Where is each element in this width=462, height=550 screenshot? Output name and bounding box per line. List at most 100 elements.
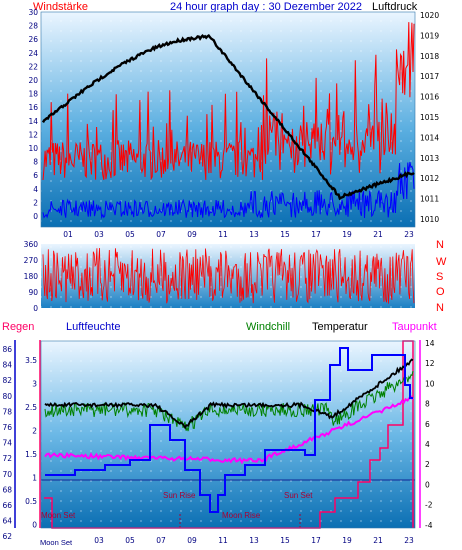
hour-tick-label: 21 — [373, 230, 383, 239]
humidity-tick-label: 78 — [2, 407, 12, 416]
hour-tick-label: 05 — [125, 230, 135, 239]
wind-tick-label: 10 — [28, 144, 38, 153]
temperatur-label: Temperatur — [312, 321, 368, 333]
hour-tick-label: 13 — [249, 230, 259, 239]
temperature-tick-label: 8 — [425, 400, 430, 409]
wind-tick-label: 22 — [28, 62, 38, 71]
pressure-tick-label: 1010 — [420, 215, 439, 224]
compass-n-bottom: N — [436, 302, 444, 314]
regen-label: Regen — [2, 321, 35, 333]
sun-set-annotation: Sun Set — [284, 491, 313, 500]
hour-tick-label: 05 — [125, 536, 135, 545]
humidity-tick-label: 72 — [2, 454, 12, 463]
hour-tick-label: 17 — [311, 230, 321, 239]
pressure-series — [41, 33, 415, 201]
pressure-tick-label: 1013 — [420, 154, 439, 163]
pressure-tick-label: 1014 — [420, 133, 439, 142]
humidity-tick-label: 68 — [2, 485, 12, 494]
wind-tick-label: 20 — [28, 76, 38, 85]
hour-tick-label: 01 — [63, 230, 73, 239]
direction-tick-label: 180 — [24, 272, 39, 281]
sun-rise-annotation: Sun Rise — [163, 491, 196, 500]
direction-tick-label: 0 — [33, 304, 38, 313]
hour-tick-label: 15 — [280, 230, 290, 239]
moon-rise-annotation: Moon Rise — [222, 511, 261, 520]
humidity-tick-label: 86 — [2, 345, 12, 354]
rain-tick-label: 0.5 — [25, 497, 37, 506]
pressure-tick-label: 1016 — [420, 93, 439, 102]
wind-tick-label: 14 — [28, 117, 38, 126]
compass-s: S — [436, 271, 444, 283]
taupunkt-label: Taupunkt — [392, 321, 437, 333]
temperature-tick-label: 0 — [425, 480, 430, 489]
temperature-tick-label: 4 — [425, 440, 430, 449]
rain-tick-label: 1.5 — [25, 450, 37, 459]
temperature-series — [44, 358, 414, 430]
hour-tick-label: 15 — [280, 536, 290, 545]
humidity-tick-label: 80 — [2, 392, 12, 401]
hour-tick-label: 23 — [404, 536, 414, 545]
temperature-tick-label: 12 — [425, 359, 435, 368]
hour-tick-label: 19 — [342, 230, 352, 239]
wind-tick-label: 30 — [28, 8, 38, 17]
rain-tick-label: 2 — [32, 427, 37, 436]
wind-tick-label: 12 — [28, 130, 38, 139]
direction-tick-label: 360 — [24, 240, 39, 249]
direction-tick-label: 90 — [28, 288, 38, 297]
wind-tick-label: 26 — [28, 35, 38, 44]
hour-tick-label: 11 — [218, 536, 228, 545]
climate-chart: 3.5 3 2.5 2 1.5 1 0.5 0 86 84 82 80 78 76 74 72 70 68 66 6… — [0, 330, 462, 550]
wind-tick-label: 4 — [33, 185, 38, 194]
hour-tick-label: 07 — [156, 230, 166, 239]
hour-tick-label: 11 — [218, 230, 228, 239]
wind-avg-series — [42, 161, 415, 220]
windchill-label: Windchill — [246, 321, 291, 333]
humidity-tick-label: 66 — [2, 501, 12, 510]
wind-tick-label: 8 — [33, 158, 38, 167]
rain-tick-label: 2.5 — [25, 403, 37, 412]
hour-tick-label: 17 — [311, 536, 321, 545]
pressure-tick-label: 1012 — [420, 174, 439, 183]
humidity-tick-label: 62 — [2, 532, 12, 541]
pressure-tick-label: 1017 — [420, 72, 439, 81]
wind-tick-label: 18 — [28, 90, 38, 99]
temperature-tick-label: -4 — [425, 521, 433, 530]
moon-set-annotation: Moon Set — [41, 511, 76, 520]
compass-o: O — [436, 286, 445, 298]
hour-tick-label: 23 — [404, 230, 414, 239]
wind-tick-label: 0 — [33, 212, 38, 221]
temperature-tick-label: 2 — [425, 460, 430, 469]
pressure-tick-label: 1015 — [420, 113, 439, 122]
windstaerke-label: Windstärke — [33, 1, 89, 13]
humidity-tick-label: 76 — [2, 423, 12, 432]
pressure-tick-label: 1018 — [420, 52, 439, 61]
wind-tick-label: 24 — [28, 49, 38, 58]
chart-title: 24 hour graph day : 30 Dezember 2022 — [170, 1, 363, 13]
direction-tick-label: 270 — [24, 256, 39, 265]
wind-tick-label: 2 — [33, 198, 38, 207]
hour-tick-label: 09 — [187, 536, 197, 545]
dewpoint-series — [44, 395, 414, 465]
pressure-tick-label: 1019 — [420, 31, 439, 40]
hour-tick-label: 03 — [94, 536, 104, 545]
hour-tick-label: 03 — [94, 230, 104, 239]
wind-direction-series — [42, 247, 415, 304]
humidity-tick-label: 64 — [2, 517, 12, 526]
axis-moon-set-annotation: Moon Set — [40, 538, 73, 547]
rain-tick-label: 3.5 — [25, 356, 37, 365]
hour-tick-label: 19 — [342, 536, 352, 545]
hour-tick-label: 07 — [156, 536, 166, 545]
rain-tick-label: 1 — [32, 474, 37, 483]
hour-tick-label: 13 — [249, 536, 259, 545]
pressure-tick-label: 1011 — [420, 195, 439, 204]
luftdruck-label: Luftdruck — [372, 1, 418, 13]
humidity-series — [45, 347, 413, 513]
wind-pressure-chart: 30 28 26 24 22 20 18 16 14 12 10 8 6 4 2 0 1020 1019 1018… — [0, 0, 462, 240]
wind-tick-label: 16 — [28, 103, 38, 112]
hour-tick-label: 21 — [373, 536, 383, 545]
temperature-tick-label: -2 — [425, 501, 433, 510]
luftfeuchte-label: Luftfeuchte — [66, 321, 121, 333]
compass-n-top: N — [436, 239, 444, 251]
humidity-tick-label: 70 — [2, 470, 12, 479]
humidity-tick-label: 82 — [2, 376, 12, 385]
